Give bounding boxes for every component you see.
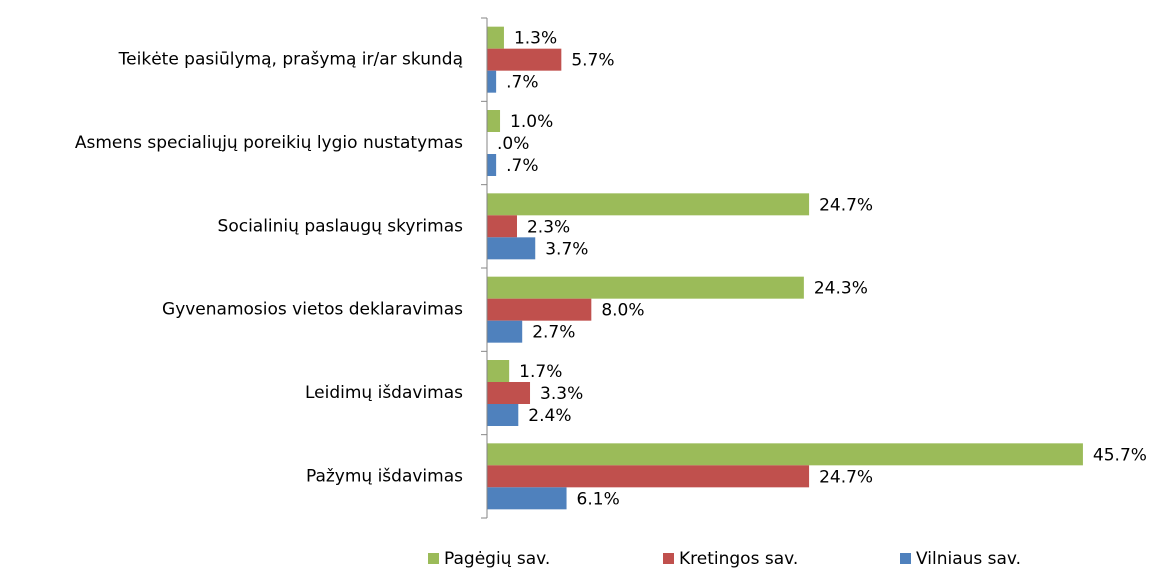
value-label: 24.7% xyxy=(819,195,873,215)
bar xyxy=(487,154,497,176)
legend-swatch xyxy=(900,553,911,564)
value-label: 2.7% xyxy=(532,323,575,343)
value-label: 1.0% xyxy=(510,112,553,132)
value-label: 24.3% xyxy=(814,279,868,299)
value-label: 3.3% xyxy=(540,384,583,404)
legend-label: Vilniaus sav. xyxy=(916,549,1021,569)
legend-swatch xyxy=(428,553,439,564)
bar xyxy=(487,110,501,132)
value-label: 2.4% xyxy=(528,406,571,426)
value-label: 3.7% xyxy=(545,239,588,259)
category-label: Socialinių paslaugų skyrimas xyxy=(218,216,464,236)
category-label: Asmens specialiųjų poreikių lygio nustat… xyxy=(75,133,463,153)
category-label: Teikėte pasiūlymą, prašymą ir/ar skundą xyxy=(118,50,463,70)
bar xyxy=(487,193,810,216)
value-label: .7% xyxy=(506,156,538,176)
legend-label: Kretingos sav. xyxy=(679,549,798,569)
value-label: 1.3% xyxy=(514,29,557,49)
bar xyxy=(487,320,523,343)
bar xyxy=(487,48,562,71)
bar xyxy=(487,360,510,382)
bar xyxy=(487,70,497,93)
bar xyxy=(487,237,536,260)
category-label: Leidimų išdavimas xyxy=(305,383,463,403)
value-label: 5.7% xyxy=(571,51,614,71)
value-label: 1.7% xyxy=(519,362,562,382)
bar xyxy=(487,443,1083,466)
value-label: 45.7% xyxy=(1093,445,1147,465)
value-label: .0% xyxy=(497,134,529,154)
value-label: .7% xyxy=(506,73,538,93)
value-label: 8.0% xyxy=(601,301,644,321)
bar xyxy=(487,404,519,426)
bar xyxy=(487,26,504,49)
bar xyxy=(487,382,531,404)
bar xyxy=(487,276,804,299)
value-label: 2.3% xyxy=(527,217,570,237)
bar xyxy=(487,215,517,238)
bar xyxy=(487,298,592,321)
legend-swatch xyxy=(663,553,674,564)
legend-label: Pagėgių sav. xyxy=(444,549,550,569)
bar xyxy=(487,487,567,510)
value-label: 24.7% xyxy=(819,467,873,487)
bar xyxy=(487,465,810,488)
value-label: 6.1% xyxy=(577,489,620,509)
category-label: Gyvenamosios vietos deklaravimas xyxy=(162,300,463,320)
category-label: Pažymų išdavimas xyxy=(306,466,463,486)
